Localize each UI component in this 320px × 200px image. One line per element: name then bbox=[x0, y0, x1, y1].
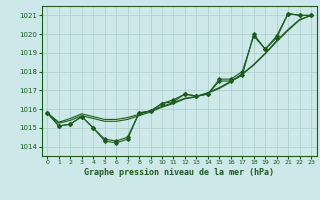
X-axis label: Graphe pression niveau de la mer (hPa): Graphe pression niveau de la mer (hPa) bbox=[84, 168, 274, 177]
